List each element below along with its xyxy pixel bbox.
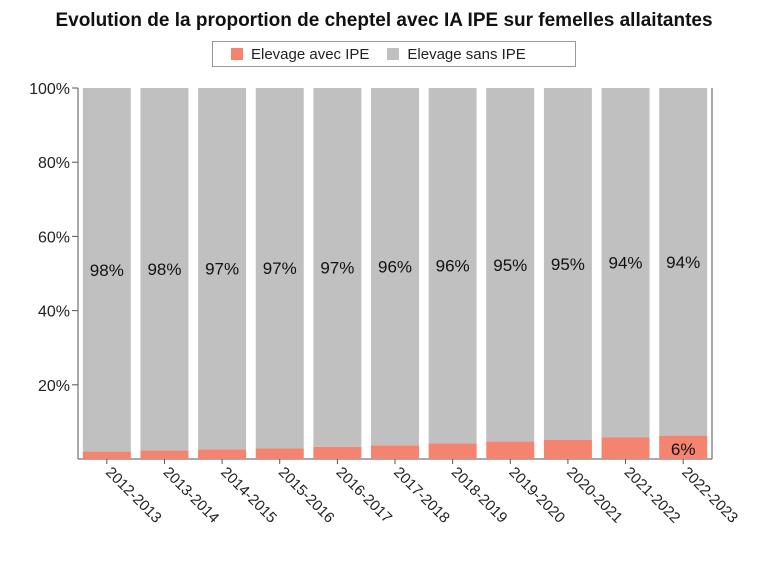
bar-sans-ipe [543,88,592,440]
x-tick-label: 2013-2014 [160,464,223,527]
bar-avec-ipe [82,451,131,459]
bar-sans-ipe [486,88,535,442]
bar-avec-ipe [255,448,304,459]
bar-sans-ipe [198,88,247,450]
bar-sans-ipe [659,88,708,436]
x-tick-label: 2022-2023 [678,464,741,527]
data-label-sans-ipe: 98% [90,261,124,280]
bar-avec-ipe [486,441,535,459]
bar-avec-ipe [543,439,592,459]
data-label-sans-ipe: 94% [666,253,700,272]
bar-avec-ipe [198,449,247,459]
x-tick-label: 2020-2021 [563,464,626,527]
bar-sans-ipe [428,88,477,444]
bar-sans-ipe [371,88,419,446]
data-label-sans-ipe: 94% [609,254,643,273]
x-tick-label: 2018-2019 [448,464,511,527]
legend-label-avec-ipe: Elevage avec IPE [251,45,370,63]
bar-avec-ipe [140,450,189,459]
legend-label-sans-ipe: Elevage sans IPE [407,45,526,63]
y-tick-label: 80% [38,155,70,172]
x-tick-label: 2014-2015 [217,464,280,527]
data-label-sans-ipe: 98% [147,260,181,279]
bar-sans-ipe [255,88,304,449]
y-tick-label: 40% [38,304,70,321]
y-tick-label: 20% [38,378,70,395]
data-label-sans-ipe: 96% [378,258,412,277]
chart-title: Evolution de la proportion de cheptel av… [55,10,713,31]
bar-sans-ipe [313,88,362,447]
bar-sans-ipe [140,88,189,451]
bar-avec-ipe [428,443,477,459]
x-tick-label: 2015-2016 [275,464,338,527]
data-label-avec-ipe: 6% [671,440,696,459]
x-tick-label: 2012-2013 [102,464,165,527]
data-label-sans-ipe: 96% [436,257,470,276]
data-label-sans-ipe: 97% [320,258,354,277]
x-tick-label: 2021-2022 [621,464,684,527]
x-tick-label: 2016-2017 [333,464,396,527]
legend: Elevage avec IPE Elevage sans IPE [212,41,576,67]
x-tick-label: 2019-2020 [505,464,568,527]
bar-sans-ipe [82,88,131,452]
legend-item-avec-ipe: Elevage avec IPE [231,46,369,63]
y-tick-label: 100% [29,81,70,98]
y-tick-label: 60% [38,229,70,246]
legend-item-sans-ipe: Elevage sans IPE [387,45,526,63]
bar-avec-ipe [601,437,650,459]
bar-avec-ipe [659,435,708,459]
legend-swatch-avec-ipe [231,48,243,60]
bar-avec-ipe [313,446,362,459]
bar-sans-ipe [601,88,650,438]
data-label-sans-ipe: 97% [263,259,297,278]
legend-swatch-sans-ipe [387,48,400,60]
data-label-sans-ipe: 95% [551,255,585,274]
x-tick-label: 2017-2018 [390,464,453,527]
data-label-sans-ipe: 95% [493,256,527,275]
data-label-sans-ipe: 97% [205,260,239,279]
bar-avec-ipe [371,445,419,459]
